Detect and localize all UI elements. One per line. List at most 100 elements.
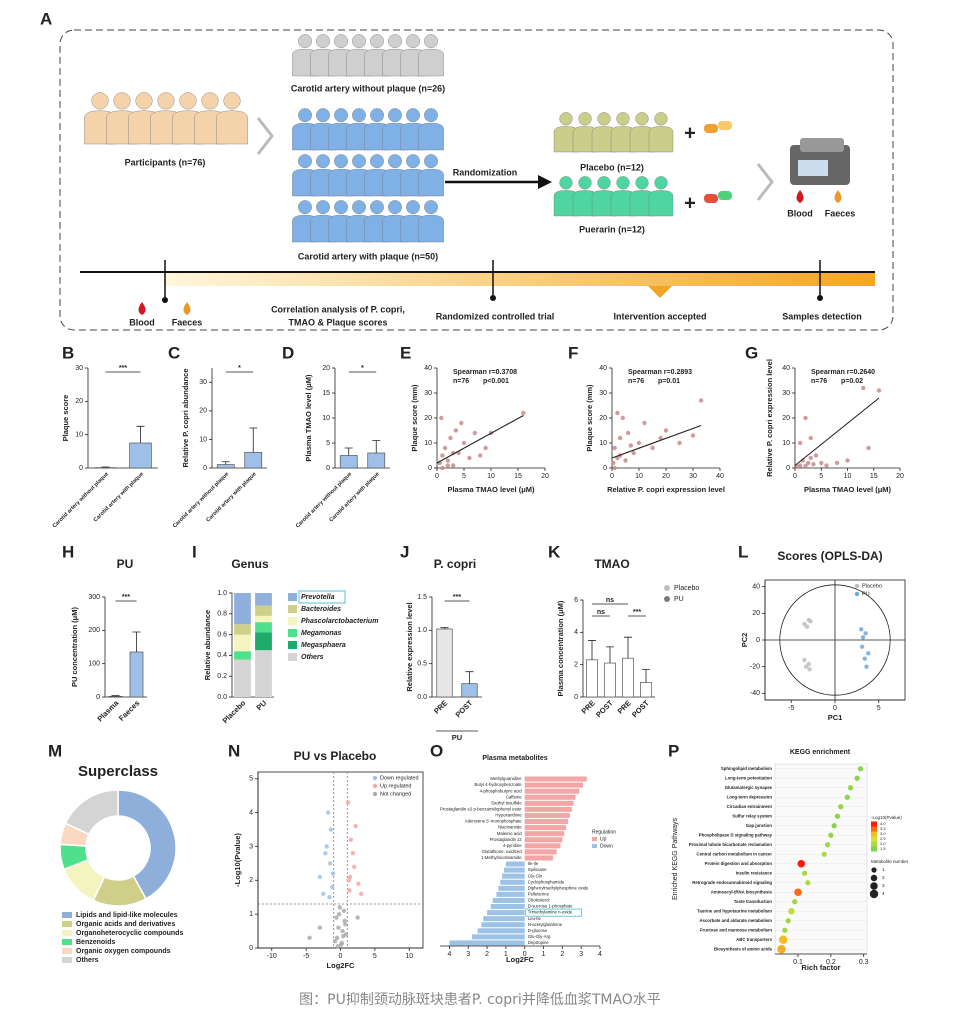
point [343, 922, 348, 927]
y-axis-label: Plasma concentration (μM) [556, 600, 565, 696]
bar [524, 806, 572, 812]
drop-icon [138, 302, 146, 315]
annotation: Spearman r=0.2640 [811, 369, 875, 376]
y-tick-label: 0.4 [217, 652, 227, 659]
point [341, 908, 347, 913]
arrow-head [538, 175, 552, 189]
bar-segment [234, 593, 251, 625]
legend-marker [854, 591, 860, 597]
legend-label: Others [301, 654, 324, 661]
person-icon [216, 110, 248, 145]
person-icon [418, 214, 444, 243]
legend-label: PU [674, 596, 684, 603]
plot-frame [774, 763, 868, 955]
size-legend-label: 4 [882, 891, 885, 896]
category-label: D-sucrose 1-phosphate [528, 904, 573, 909]
chart-title: P. copri [434, 557, 476, 571]
donut-slice [117, 789, 177, 900]
point [808, 455, 813, 461]
person-icon [91, 92, 109, 110]
legend-marker [372, 783, 378, 789]
dot [792, 899, 798, 905]
legend-swatch [62, 939, 72, 945]
person-icon [406, 108, 420, 123]
legend-label: Organoheterocyclic compounds [76, 930, 183, 937]
point [348, 837, 354, 842]
category-label: Glu-Gly-Arg [528, 934, 551, 939]
panel-label: B [62, 343, 74, 362]
y-tick-label: 1.0 [417, 627, 427, 634]
point [813, 453, 819, 458]
pill [718, 121, 732, 130]
bar [524, 788, 580, 794]
chart-title: PU [117, 557, 134, 571]
y-tick-label: 2 [574, 662, 578, 669]
y-tick-label: 20 [424, 415, 432, 422]
point [328, 827, 334, 832]
x-tick-label: Plasma [95, 698, 121, 724]
timeline-pointer [648, 286, 672, 298]
point [345, 800, 351, 805]
legend-title: Metabolite number [871, 859, 909, 864]
point [321, 891, 326, 897]
sig-label: *** [453, 594, 461, 601]
x-tick-label: 40 [716, 473, 724, 480]
legend-label: Lipids and lipid-like molecules [76, 912, 178, 919]
x-tick-label: 5 [462, 473, 466, 480]
sample-label: Faeces [825, 208, 856, 218]
y-tick-label: 30 [75, 365, 83, 372]
x-tick-label: 15 [870, 473, 878, 480]
colorbar-cell [871, 826, 877, 832]
person-icon [352, 34, 366, 49]
y-tick-label: 0.5 [417, 661, 427, 668]
y-axis-label: Plaque score [61, 395, 70, 442]
x-tick-label: 0 [610, 473, 614, 480]
chart-title: Plasma metabolites [482, 755, 547, 762]
person-icon [406, 154, 420, 169]
annotation: n=76 [453, 378, 469, 385]
point [440, 465, 445, 471]
category-label: Hypoxanthine [495, 813, 522, 818]
y-tick-label: 40 [424, 365, 432, 372]
person-icon [298, 154, 312, 169]
bar [487, 910, 525, 916]
legend-label: Organic oxygen compounds [76, 948, 171, 955]
person-icon [370, 200, 384, 215]
point [472, 430, 477, 436]
point [347, 874, 353, 880]
plus: + [684, 122, 696, 144]
dot [805, 880, 811, 886]
group-label: PU [452, 733, 462, 742]
highlight-box [525, 908, 583, 917]
bar-segment [234, 651, 251, 660]
point [459, 420, 464, 426]
point [628, 443, 634, 448]
x-tick-label: 10 [844, 473, 852, 480]
sig-label: * [238, 365, 241, 372]
x-tick-label: 0.2 [826, 959, 836, 966]
sample-label: Faeces [172, 317, 203, 327]
point [335, 944, 340, 949]
person-icon [418, 168, 444, 197]
panel-label: C [168, 343, 180, 362]
x-axis-label: Plasma TMAO level (μM) [447, 485, 535, 494]
panel-label: M [48, 741, 62, 760]
y-tick-label: 100 [88, 661, 100, 668]
point [341, 933, 346, 939]
legend-title: -Log10(Pvalue) [871, 815, 902, 820]
person-icon [334, 200, 348, 215]
point [352, 864, 357, 869]
person-icon [388, 34, 402, 49]
error-bar [136, 425, 145, 443]
y-tick-label: 1.5 [417, 594, 427, 601]
y-tick-label: 30 [782, 390, 790, 397]
dot [824, 842, 831, 848]
point [317, 925, 323, 930]
person-icon [157, 92, 175, 110]
person-icon [201, 92, 219, 110]
group-label: Carotid artery with plaque (n=50) [298, 251, 438, 261]
y-tick-label: 5 [249, 776, 253, 783]
point [636, 440, 642, 446]
person-icon [635, 112, 649, 126]
legend-swatch [288, 629, 297, 637]
